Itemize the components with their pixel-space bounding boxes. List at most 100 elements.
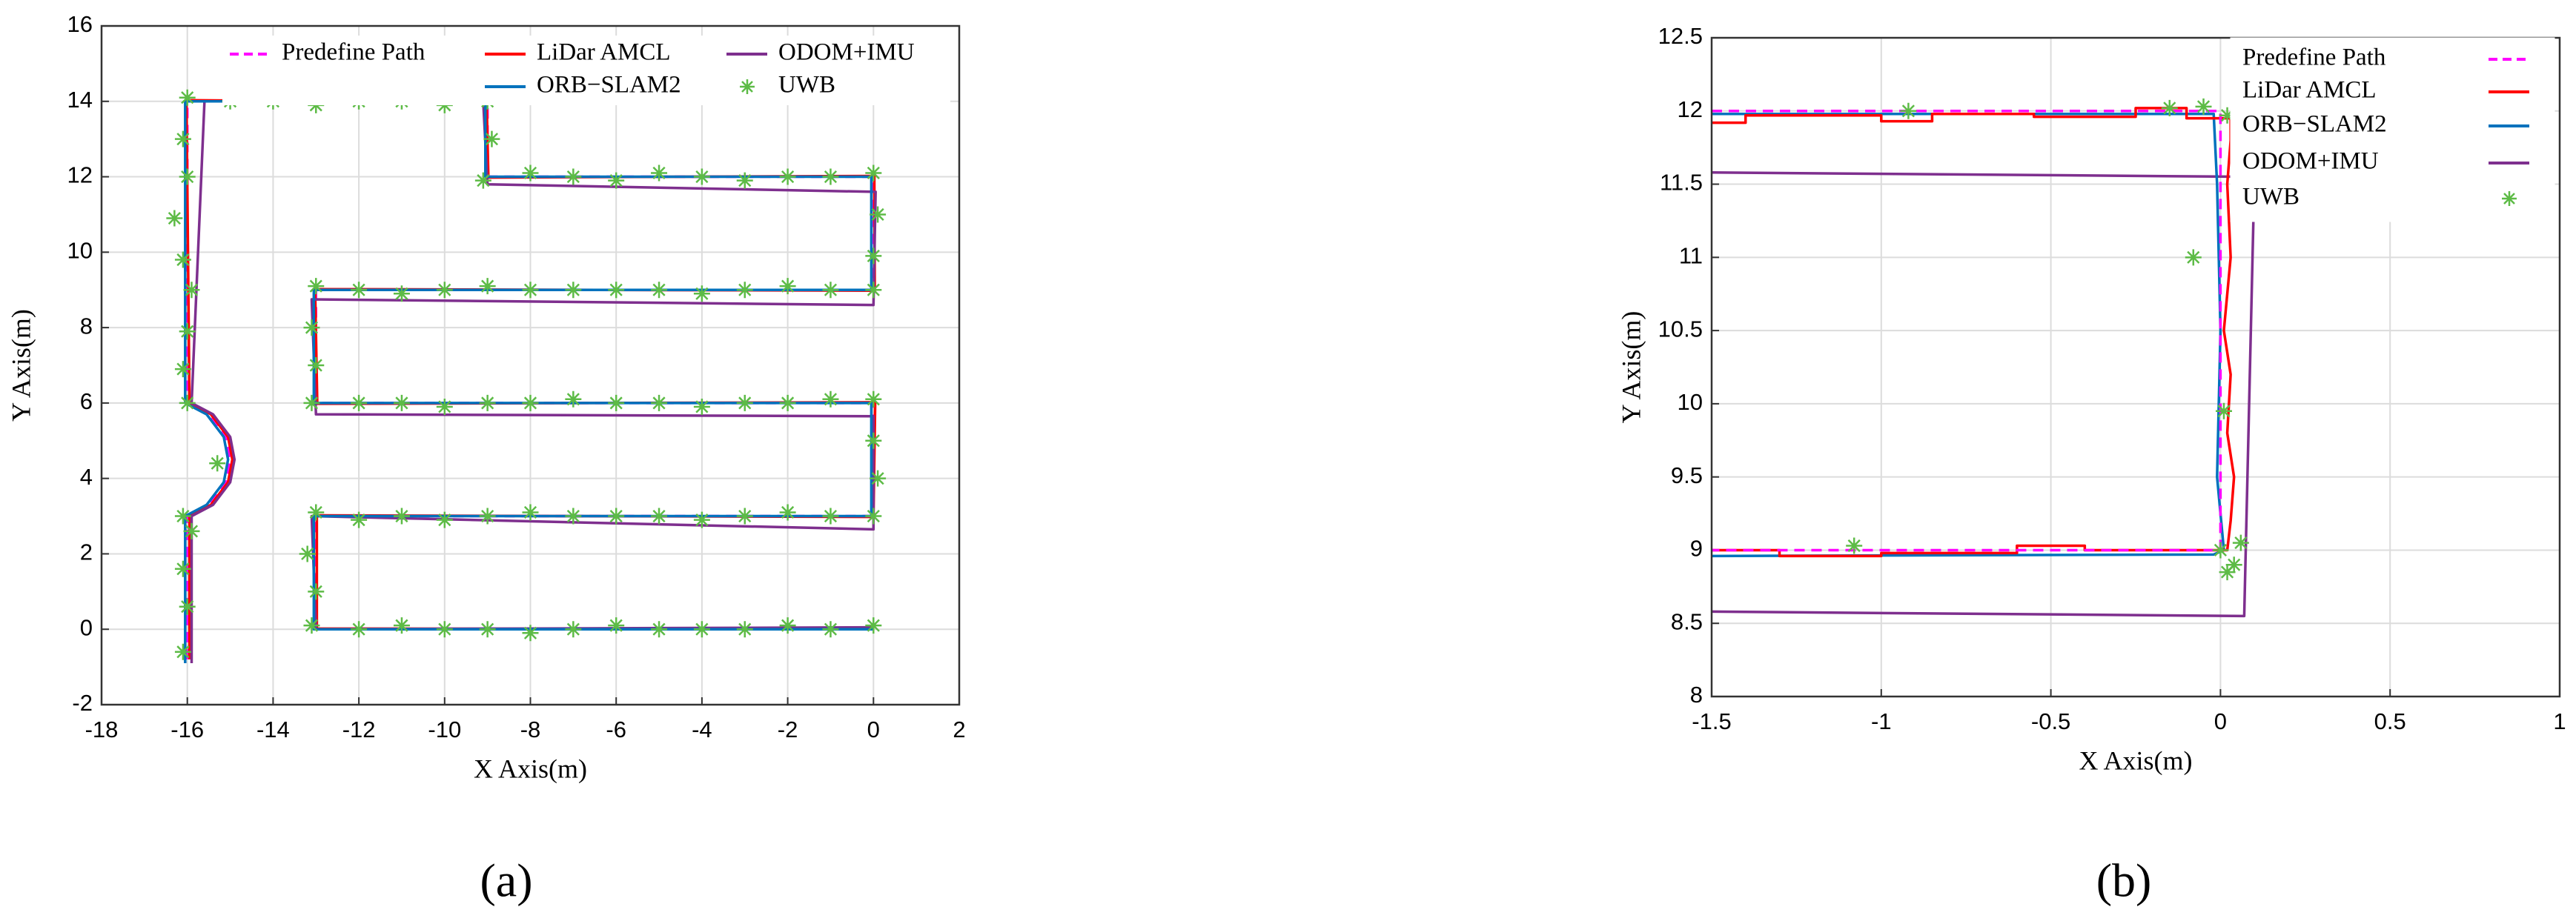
legend-label: LiDar AMCL: [537, 39, 671, 66]
uwb-marker: [608, 172, 625, 189]
uwb-marker: [2219, 107, 2236, 124]
uwb-marker: [308, 357, 325, 373]
uwb-marker: [779, 617, 796, 634]
uwb-marker: [436, 398, 453, 415]
uwb-marker: [351, 511, 368, 528]
legend-label: Predefine Path: [282, 39, 426, 66]
panel-label: (b): [2096, 854, 2152, 907]
y-tick-label: 11.5: [1660, 170, 1703, 196]
y-tick-label: 2: [80, 539, 93, 565]
uwb-marker: [522, 394, 539, 411]
uwb-marker: [651, 164, 668, 182]
uwb-marker: [393, 285, 410, 302]
x-tick-label: -18: [85, 717, 119, 742]
uwb-marker: [565, 390, 582, 408]
legend-label: UWB: [778, 72, 835, 99]
uwb-marker: [2215, 402, 2232, 419]
x-axis-title: X Axis(m): [474, 754, 587, 783]
uwb-marker: [308, 583, 325, 600]
uwb-marker: [779, 394, 796, 411]
x-tick-label: -1: [1871, 708, 1892, 734]
y-axis-title: Y Axis(m): [6, 309, 36, 422]
uwb-marker: [1900, 102, 1917, 119]
uwb-marker: [474, 172, 491, 189]
uwb-marker: [608, 617, 625, 634]
y-tick-label: 10: [1678, 389, 1703, 415]
y-tick-label: 4: [80, 464, 93, 490]
uwb-marker: [174, 560, 191, 577]
plot-frame: [100, 24, 961, 706]
y-tick-label: 10: [67, 238, 93, 264]
legend-box: [2230, 37, 2555, 222]
uwb-marker: [522, 625, 539, 642]
x-tick-label: -8: [520, 717, 541, 742]
uwb-marker: [522, 282, 539, 299]
x-tick-label: -10: [428, 717, 461, 742]
x-tick-label: -1.5: [1692, 708, 1731, 734]
legend-label: ORB−SLAM2: [2242, 111, 2387, 138]
x-tick-label: -16: [170, 717, 204, 742]
x-tick-label: -4: [692, 717, 712, 742]
uwb-marker: [351, 394, 368, 411]
x-tick-label: -0.5: [2031, 708, 2070, 734]
x-tick-label: -12: [342, 717, 376, 742]
uwb-marker: [870, 470, 887, 487]
uwb-marker: [779, 504, 796, 521]
uwb-marker: [483, 130, 500, 147]
uwb-marker: [693, 511, 710, 528]
y-tick-label: 0: [80, 614, 93, 640]
panel-label: (a): [480, 854, 532, 907]
uwb-marker: [299, 545, 316, 562]
uwb-marker: [179, 168, 196, 185]
series-line: [1712, 107, 2236, 558]
y-tick-label: 9: [1690, 536, 1703, 562]
x-tick-label: 1: [2553, 708, 2566, 734]
uwb-marker: [174, 130, 191, 147]
uwb-marker: [693, 621, 710, 638]
uwb-marker: [2185, 249, 2202, 266]
legend-label: ODOM+IMU: [2242, 148, 2379, 175]
uwb-marker: [865, 390, 882, 408]
uwb-marker: [865, 164, 882, 182]
uwb-marker: [522, 164, 539, 182]
legend-label: UWB: [2242, 184, 2299, 210]
uwb-marker: [166, 210, 183, 227]
uwb-marker: [351, 282, 368, 299]
y-tick-label: 12.5: [1658, 23, 1703, 49]
uwb-marker: [479, 394, 496, 411]
uwb-marker: [393, 508, 410, 525]
y-tick-label: 8.5: [1671, 608, 1703, 634]
uwb-marker: [870, 206, 887, 223]
y-tick-label: 8: [1690, 682, 1703, 708]
uwb-marker: [865, 508, 882, 525]
legend-label: Predefine Path: [2242, 44, 2386, 71]
x-tick-label: 2: [953, 717, 965, 742]
uwb-marker: [174, 643, 191, 660]
uwb-marker: [2232, 534, 2249, 551]
uwb-marker: [174, 361, 191, 378]
uwb-marker: [308, 278, 325, 295]
uwb-marker: [740, 79, 755, 94]
uwb-marker: [822, 621, 839, 638]
uwb-marker: [174, 508, 191, 525]
uwb-marker: [303, 319, 320, 336]
uwb-marker: [351, 621, 368, 638]
plot-frame: [1710, 36, 2561, 698]
uwb-marker: [183, 282, 200, 299]
y-tick-label: 9.5: [1671, 462, 1703, 488]
x-tick-label: 0.5: [2374, 708, 2406, 734]
uwb-marker: [651, 282, 668, 299]
y-tick-label: 11: [1679, 243, 1703, 269]
y-tick-label: 12: [67, 162, 93, 188]
uwb-marker: [608, 282, 625, 299]
uwb-marker: [565, 282, 582, 299]
uwb-marker: [303, 617, 320, 634]
uwb-marker: [2195, 98, 2212, 115]
uwb-marker: [651, 508, 668, 525]
x-tick-label: 0: [867, 717, 880, 742]
uwb-marker: [736, 172, 753, 189]
uwb-marker: [393, 617, 410, 634]
uwb-marker: [608, 508, 625, 525]
uwb-marker: [479, 278, 496, 295]
x-axis-title: X Axis(m): [2079, 745, 2193, 775]
